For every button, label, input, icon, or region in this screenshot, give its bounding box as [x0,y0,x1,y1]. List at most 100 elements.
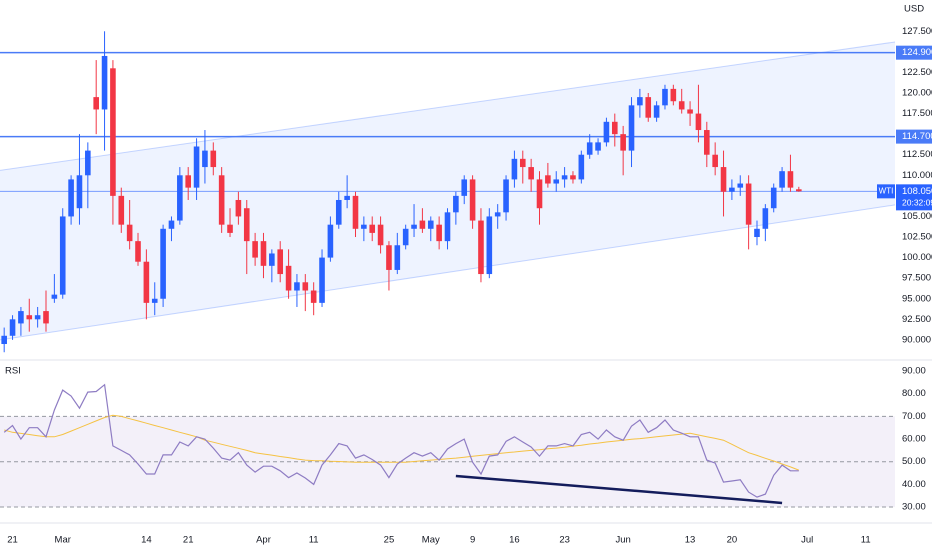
symbol-box [877,184,895,199]
candle-body [227,224,233,233]
candle-body [34,315,41,320]
y-tick-label: 80.00 [902,388,926,399]
candle-body [637,97,643,106]
candle-body [519,158,526,168]
candle-body [511,158,518,180]
level-label-box [896,45,932,60]
level-label: 114.700 [902,131,932,142]
level-label: 124.900 [902,47,932,58]
x-tick-label: 14 [141,535,152,546]
candle-body [528,167,534,180]
y-tick-label: 105.000 [902,211,932,222]
candle-body [310,290,317,303]
divergence-trendline [455,474,783,505]
candle-body [9,319,16,336]
candle-body [285,265,292,291]
candle-body [402,228,409,246]
symbol-label: WTI [879,186,894,195]
candle-body [386,245,392,270]
candle-body [361,224,367,229]
last-price-label: 108.050 [902,186,932,197]
candle-body [603,121,610,143]
candle-body [269,253,275,266]
y-tick-label: 90.000 [902,334,931,345]
candle-body [561,175,568,180]
candle-body [327,224,334,258]
x-tick-label: 16 [509,535,520,546]
candle-body [720,167,727,192]
last-price-box [896,184,932,211]
candle-body [118,195,125,225]
price-axis-unit: USD [904,4,924,15]
x-tick-label: 20 [727,535,738,546]
candle-body [570,175,576,180]
x-tick-label: Jul [801,535,813,546]
candle-body [18,311,24,324]
candle-body [578,154,585,180]
candle-body [712,154,718,168]
candle-body [653,105,660,118]
candle-body [235,199,242,217]
candle-body [486,216,493,275]
candle-body [243,208,250,242]
candle-body [586,142,593,155]
candle-body [419,220,426,229]
x-tick-label: Apr [256,535,271,546]
x-tick-label: 21 [183,535,194,546]
candle-body [202,150,208,168]
candle-body [352,195,359,229]
candle-body [737,183,744,188]
candle-body [218,175,225,225]
y-tick-label: 102.500 [902,232,932,243]
x-tick-label: Mar [55,535,71,546]
candle-body [503,179,509,213]
candle-body [143,261,150,303]
candle-body [43,311,49,324]
y-tick-label: 112.500 [902,149,932,160]
x-tick-label: 25 [384,535,395,546]
candle-body [595,142,601,151]
y-tick-label: 30.00 [902,502,926,513]
candle-body [703,130,710,155]
candle-body [277,249,284,275]
candle-body [553,179,560,184]
candle-body [411,224,417,229]
candle-body [662,88,668,106]
y-tick-label: 70.00 [902,411,926,422]
candle-body [135,241,141,262]
candle-body [536,179,543,209]
channel-upper-line [0,41,896,171]
candle-body [796,189,802,192]
candle-body [628,105,635,151]
candle-body [126,224,133,242]
candle-body [210,150,217,168]
candle-body [369,224,376,233]
x-tick-label: Jun [615,535,630,546]
rsi-line [4,414,799,471]
candle-body [394,245,401,270]
y-tick-label: 120.000 [902,88,932,99]
candle-body [427,220,434,229]
x-tick-label: May [422,535,440,546]
candle-body [745,183,752,225]
candle-body [319,257,325,303]
y-tick-label: 60.00 [902,434,926,445]
candle-body [469,179,476,221]
candle-body [185,175,192,188]
candle-body [51,294,58,299]
candle-body [168,220,175,229]
y-tick-label: 100.000 [902,252,932,263]
candle-body [59,216,66,295]
y-tick-label: 92.500 [902,314,931,325]
channel-lower-line [0,204,896,341]
level-label-box [896,129,932,144]
candle-body [494,212,501,217]
candle-body [478,220,484,275]
y-tick-label: 122.500 [902,67,932,78]
candle-body [678,101,685,110]
candle-body [68,179,74,217]
candle-body [101,55,108,110]
candle-body [729,187,735,192]
candle-body [620,134,626,151]
candle-body [436,224,442,242]
